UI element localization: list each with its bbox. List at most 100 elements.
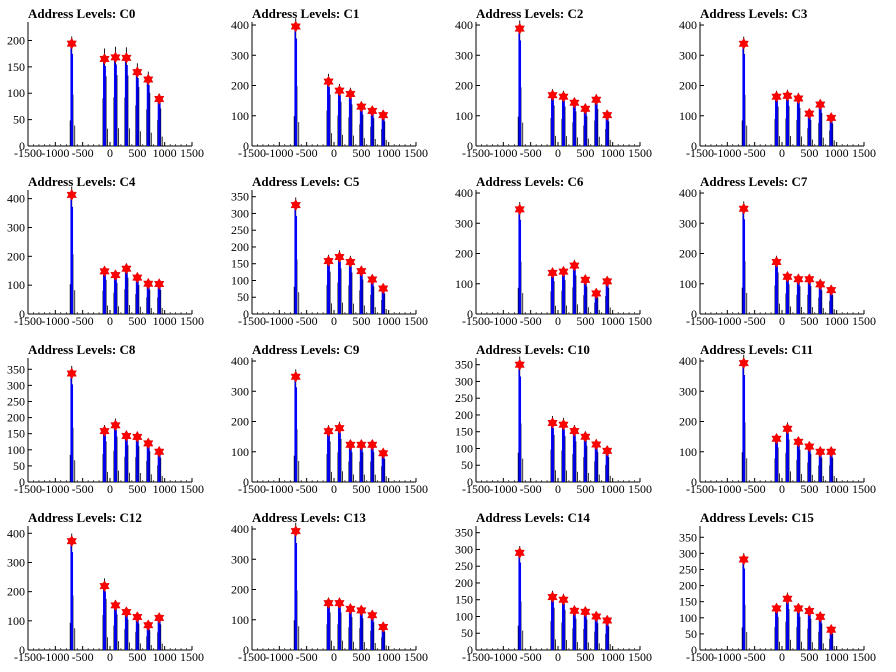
- chart-title: Address Levels: C14: [476, 510, 590, 525]
- y-tick-label: 300: [231, 48, 249, 62]
- y-tick-label: 300: [7, 220, 25, 234]
- x-tick-label: 500: [128, 314, 146, 328]
- y-tick-label: 250: [679, 562, 697, 576]
- y-tick-label: 100: [7, 86, 25, 100]
- peak-marker: [110, 51, 121, 64]
- chart-panel: Address Levels: C2 -1500 -1000 -500 0 500 1000…: [448, 0, 672, 168]
- histogram-plot: -1500 -1000 -500 0 500 1000 1500 0 100 200 300 400: [679, 354, 876, 496]
- y-tick-label: 300: [7, 555, 25, 569]
- y-tick-label: 400: [231, 522, 249, 536]
- histogram-peak: [348, 440, 354, 482]
- peak-marker: [782, 422, 793, 435]
- x-tick-label: 1000: [825, 314, 849, 328]
- y-tick-label: 400: [455, 186, 473, 200]
- x-tick-label: 1000: [601, 482, 625, 496]
- x-tick-label: -1500: [686, 146, 714, 160]
- y-tick-label: 200: [455, 247, 473, 261]
- peak-marker: [323, 75, 334, 88]
- x-tick-label: 1000: [825, 650, 849, 664]
- peak-marker: [132, 66, 143, 79]
- peak-marker: [793, 92, 804, 105]
- histogram-peak: [785, 89, 791, 146]
- peak-marker: [782, 592, 793, 605]
- peak-marker: [356, 100, 367, 113]
- peak-marker: [602, 444, 613, 457]
- histogram-peak: [741, 201, 748, 314]
- chart-panel: Address Levels: C6 -1500 -1000 -500 0 500 1000…: [448, 168, 672, 336]
- peak-marker: [143, 619, 154, 632]
- peak-marker: [558, 90, 569, 103]
- x-tick-label: 1000: [825, 146, 849, 160]
- x-tick-label: 1500: [180, 650, 204, 664]
- peak-marker: [569, 604, 580, 617]
- x-tick-label: -1000: [489, 314, 517, 328]
- peak-marker: [793, 435, 804, 448]
- chart-title: Address Levels: C1: [252, 6, 360, 21]
- x-tick-label: 1500: [852, 146, 876, 160]
- y-tick-label: 0: [691, 643, 697, 657]
- histogram-plot: -1500 -1000 -500 0 500 1000 1500 0 50 100 150 200 25…: [455, 356, 652, 496]
- peak-marker: [793, 273, 804, 286]
- x-tick-label: 0: [779, 314, 785, 328]
- chart-panel: Address Levels: C5 -1500 -1000 -500 0 500 1000…: [224, 168, 448, 336]
- y-tick-label: 100: [231, 613, 249, 627]
- y-tick-label: 150: [7, 427, 25, 441]
- peak-marker: [782, 89, 793, 102]
- y-tick-label: 50: [685, 627, 697, 641]
- y-tick-label: 100: [231, 273, 249, 287]
- peak-marker: [514, 358, 525, 371]
- histogram-peak: [348, 87, 354, 146]
- x-tick-label: -1000: [713, 314, 741, 328]
- peak-marker: [547, 417, 558, 429]
- histogram-peak: [124, 607, 130, 650]
- histogram-peak: [741, 36, 748, 146]
- histogram-peak: [550, 590, 556, 650]
- y-tick-label: 100: [7, 443, 25, 457]
- x-tick-label: 0: [555, 146, 561, 160]
- y-tick-label: 300: [679, 216, 697, 230]
- y-tick-label: 300: [455, 216, 473, 230]
- y-tick-label: 150: [231, 257, 249, 271]
- x-tick-label: -1000: [713, 650, 741, 664]
- y-tick-label: 0: [467, 307, 473, 321]
- y-tick-label: 400: [231, 18, 249, 32]
- y-tick-label: 100: [231, 109, 249, 123]
- x-tick-label: -1500: [462, 314, 490, 328]
- x-tick-label: 500: [800, 314, 818, 328]
- y-tick-label: 150: [455, 425, 473, 439]
- chart-panel: Address Levels: C9 -1500 -1000 -500 0 500 1000…: [224, 336, 448, 504]
- y-tick-label: 200: [455, 576, 473, 590]
- y-tick-label: 200: [7, 33, 25, 47]
- chart-title: Address Levels: C13: [252, 510, 366, 525]
- peak-marker: [569, 425, 580, 437]
- histogram-peak: [517, 546, 524, 650]
- peak-marker: [121, 51, 132, 64]
- y-tick-label: 200: [231, 583, 249, 597]
- chart-panel: Address Levels: C3 -1500 -1000 -500 0 500 1000…: [672, 0, 896, 168]
- peak-marker: [323, 255, 334, 267]
- x-tick-label: 1500: [180, 146, 204, 160]
- y-tick-label: 250: [7, 394, 25, 408]
- histogram-peak: [774, 433, 780, 482]
- x-tick-label: -500: [296, 482, 318, 496]
- y-tick-label: 0: [691, 475, 697, 489]
- x-tick-label: 500: [800, 482, 818, 496]
- x-tick-label: 1500: [180, 482, 204, 496]
- peak-marker: [345, 438, 356, 451]
- peak-marker: [547, 591, 558, 603]
- x-tick-label: -1000: [265, 146, 293, 160]
- x-tick-label: 0: [331, 650, 337, 664]
- chart-title: Address Levels: C3: [700, 6, 808, 21]
- y-tick-label: 50: [13, 113, 25, 127]
- chart-panel: Address Levels: C15 -1500 -1000 -500 0 500 100…: [672, 504, 896, 672]
- x-tick-label: 1000: [601, 650, 625, 664]
- x-tick-label: -500: [296, 314, 318, 328]
- x-tick-label: -1000: [489, 146, 517, 160]
- peak-marker: [323, 425, 334, 438]
- histogram-peak: [293, 18, 300, 146]
- histogram-peak: [517, 356, 524, 482]
- peak-marker: [738, 357, 749, 370]
- chart-panel: Address Levels: C0 -1500 -1000 -500 0 500 1000…: [0, 0, 224, 168]
- peak-marker: [356, 604, 367, 617]
- peak-marker: [99, 425, 110, 438]
